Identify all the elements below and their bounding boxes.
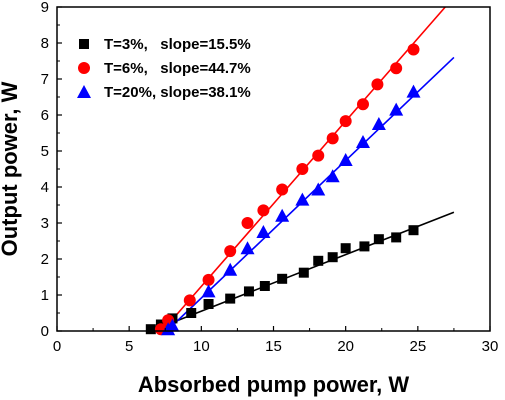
data-point	[256, 225, 271, 238]
data-point	[327, 252, 338, 263]
data-point	[186, 308, 197, 318]
data-point	[356, 98, 369, 111]
x-tick-label: 15	[265, 338, 282, 355]
data-point	[407, 43, 420, 56]
y-tick-label: 7	[41, 71, 49, 88]
legend-label: T=3%, slope=15.5%	[104, 36, 251, 53]
y-tick-label: 4	[41, 179, 49, 196]
data-point	[275, 208, 290, 222]
data-point	[313, 255, 324, 266]
x-tick-label: 30	[482, 338, 499, 355]
data-point	[201, 284, 216, 298]
axis-ticks: 0 5 10 15 20 25 30 0 1 2 3 4 5 6 7 8 9	[41, 0, 499, 355]
data-point	[165, 318, 180, 332]
data-point	[326, 132, 339, 145]
y-tick-label: 1	[41, 287, 49, 304]
legend-label: T=20%, slope=38.1%	[104, 84, 251, 101]
data-point	[259, 281, 270, 291]
x-tick-label: 5	[125, 338, 133, 355]
data-point	[225, 293, 236, 304]
data-point	[406, 84, 421, 98]
x-tick-label: 0	[53, 338, 61, 355]
y-tick-label: 5	[41, 143, 49, 160]
legend-marker	[77, 85, 91, 98]
data-point	[223, 262, 238, 276]
data-point	[311, 182, 326, 196]
y-tick-label: 3	[41, 215, 49, 232]
data-point	[359, 241, 370, 252]
data-point	[243, 286, 254, 297]
data-point	[325, 169, 340, 183]
x-tick-label: 20	[337, 338, 354, 355]
y-tick-label: 6	[41, 107, 49, 124]
y-tick-label: 9	[41, 0, 49, 16]
data-point	[224, 245, 237, 258]
legend-marker	[78, 62, 90, 74]
legend: T=3%, slope=15.5% T=6%, slope=44.7% T=20%,…	[77, 36, 251, 101]
data-point	[276, 183, 289, 196]
data-point	[355, 135, 370, 148]
x-axis-title: Absorbed pump power, W	[138, 372, 410, 397]
data-point	[338, 153, 353, 166]
data-point	[339, 115, 352, 128]
legend-label: T=6%, slope=44.7%	[104, 60, 251, 77]
data-point	[183, 294, 196, 307]
data-point	[296, 163, 309, 175]
data-point	[257, 204, 270, 217]
data-point	[371, 117, 386, 130]
x-tick-label: 10	[193, 338, 210, 355]
data-point	[340, 243, 351, 254]
data-point	[408, 225, 419, 236]
data-point	[241, 217, 254, 229]
y-axis-title: Output power, W	[0, 81, 22, 256]
data-point	[145, 324, 156, 335]
data-point	[389, 102, 404, 116]
y-tick-label: 2	[41, 251, 49, 268]
y-tick-label: 8	[41, 35, 49, 52]
data-markers	[145, 43, 421, 336]
data-point	[295, 192, 310, 206]
data-point	[240, 241, 255, 255]
x-tick-label: 25	[409, 338, 426, 355]
fit-line-series-2	[166, 56, 455, 332]
data-point	[202, 273, 215, 286]
y-tick-label: 0	[41, 323, 49, 340]
data-point	[312, 149, 325, 162]
data-point	[373, 234, 384, 245]
data-point	[391, 232, 402, 243]
legend-marker	[79, 39, 89, 49]
data-point	[298, 267, 309, 278]
data-point	[203, 299, 214, 309]
data-point	[371, 78, 384, 91]
data-point	[277, 273, 288, 284]
data-point	[390, 62, 403, 75]
